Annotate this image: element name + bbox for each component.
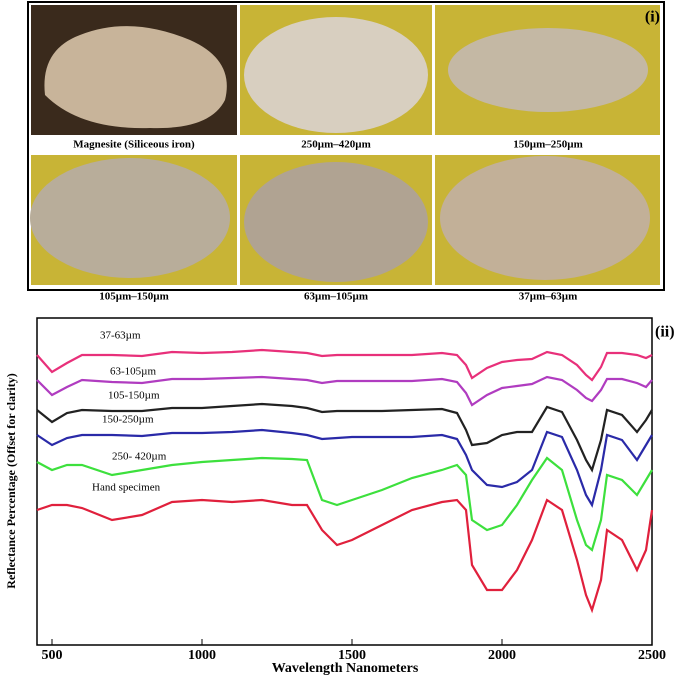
- series-label: 37-63µm: [100, 330, 141, 342]
- series-line: [36, 375, 653, 407]
- plot-frame: [36, 317, 653, 646]
- powder: [244, 17, 428, 133]
- x-tick-label: 1500: [338, 648, 366, 663]
- series-label: Hand specimen: [92, 482, 161, 494]
- panel-frame: [27, 1, 665, 291]
- rock: [44, 26, 227, 129]
- x-tick-label: 1000: [188, 648, 216, 663]
- caption: 63µm–105µm: [304, 291, 368, 303]
- caption: 105µm–150µm: [99, 291, 169, 303]
- panel-label: (ii): [655, 324, 675, 341]
- series-line: [36, 428, 653, 508]
- series-line: [36, 348, 653, 382]
- x-axis-label: Wavelength Nanometers: [272, 661, 419, 676]
- caption: Magnesite (Siliceous iron): [73, 139, 195, 151]
- y-axis-label: Reflectance Percentage (Offset for clari…: [4, 373, 18, 588]
- x-tick-label: 500: [42, 648, 63, 663]
- series-label: 150-250µm: [102, 414, 154, 426]
- panel-label: (i): [645, 9, 660, 26]
- powder: [448, 28, 648, 112]
- photos: [30, 5, 660, 285]
- caption: 150µm–250µm: [513, 139, 583, 151]
- caption: 37µm–63µm: [519, 291, 578, 303]
- series-line: [36, 456, 653, 552]
- series-label: 250- 420µm: [112, 451, 167, 463]
- powder: [30, 158, 230, 278]
- powder: [244, 162, 428, 282]
- series-line: [36, 498, 654, 614]
- series-line: [36, 402, 653, 473]
- caption: 250µm–420µm: [301, 139, 371, 151]
- series-label: 105-150µm: [108, 390, 160, 402]
- powder: [440, 156, 650, 280]
- series-label: 63-105µm: [110, 366, 157, 378]
- x-tick-label: 2500: [638, 648, 666, 663]
- x-tick-label: 2000: [488, 648, 516, 663]
